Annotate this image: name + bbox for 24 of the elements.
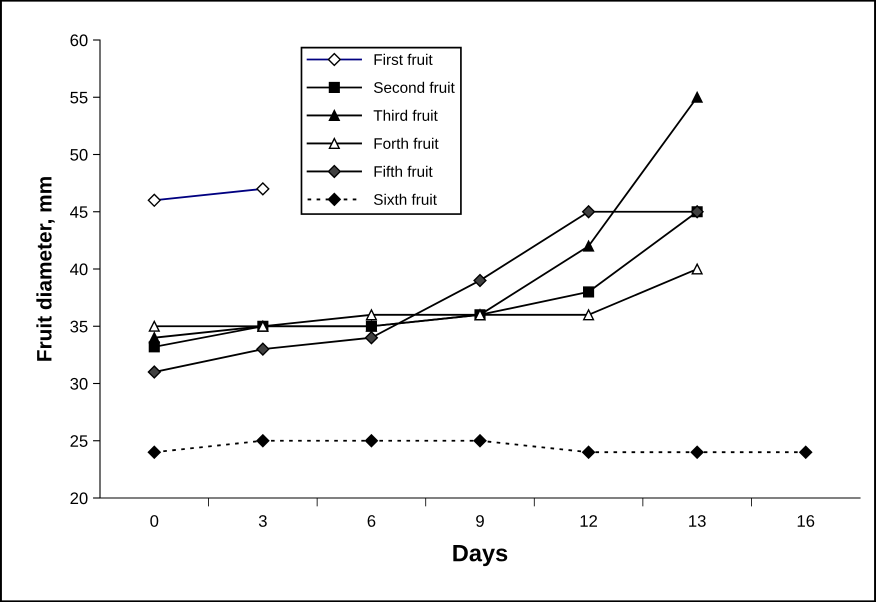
x-axis-title: Days	[453, 544, 508, 566]
y-tick-label: 25	[70, 435, 88, 447]
y-axis-title: Fruit diameter, mm	[36, 177, 55, 361]
x-tick-label: 16	[798, 515, 814, 527]
y-tick-label: 30	[70, 378, 88, 390]
legend-label: Forth fruit	[374, 138, 439, 149]
y-tick-label: 45	[70, 206, 88, 218]
y-tick-label: 60	[70, 34, 88, 46]
x-tick-label: 3	[258, 515, 267, 527]
x-tick-label: 13	[689, 515, 706, 527]
y-tick-label: 40	[70, 263, 88, 276]
x-tick-label: 9	[476, 515, 484, 527]
legend-label: First fruit	[374, 54, 433, 65]
x-tick-label: 0	[150, 515, 158, 527]
y-tick-label: 55	[70, 92, 88, 104]
y-tick-label: 50	[70, 148, 88, 161]
x-tick-label: 12	[580, 515, 598, 527]
y-tick-label: 20	[70, 492, 88, 504]
legend-label: Third fruit	[374, 110, 438, 121]
y-tick-label: 35	[70, 320, 88, 332]
legend-label: Second fruit	[374, 82, 455, 93]
legend-label: Sixth fruit	[374, 194, 437, 205]
x-tick-label: 6	[368, 515, 376, 527]
legend-label: Fifth fruit	[374, 166, 433, 177]
